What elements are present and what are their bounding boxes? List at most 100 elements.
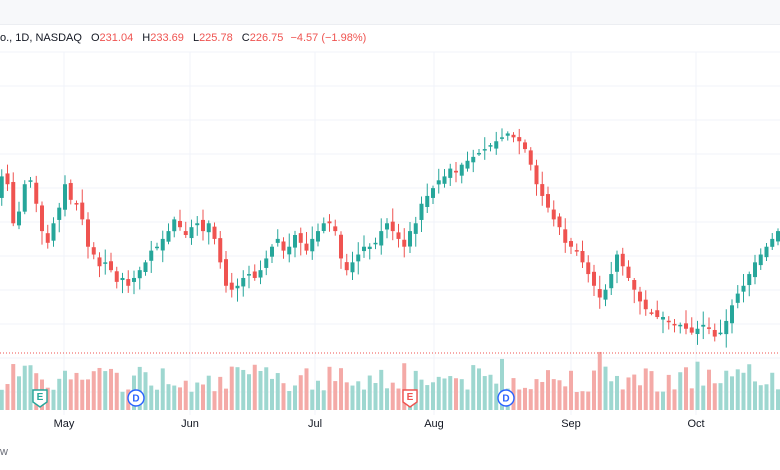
volume-bar-51 (287, 391, 292, 410)
candle-body-130 (741, 285, 746, 292)
volume-bar-45 (252, 364, 257, 410)
earnings-marker-label-2: E (407, 392, 414, 403)
volume-bar-88 (500, 358, 504, 410)
volume-bar-55 (310, 389, 315, 410)
volume-bar-106 (603, 366, 608, 410)
x-tick-label-aug: Aug (424, 418, 444, 430)
symbol-info[interactable]: o., 1D, NASDAQ (0, 32, 82, 44)
change-value: −4.57 (−1.98%) (290, 32, 367, 44)
volume-bar-32 (178, 387, 182, 410)
volume-bar-134 (764, 384, 769, 410)
candle-body-79 (448, 168, 453, 178)
candlestick-chart[interactable]: E D E D May Jun Jul Aug Sep Oct (0, 0, 780, 440)
candle-body-95 (540, 184, 545, 196)
candle-body-75 (425, 195, 430, 207)
candle-body-74 (419, 203, 424, 220)
candle-body-122 (695, 328, 700, 335)
candle-body-37 (206, 223, 211, 233)
candle-body-16 (86, 219, 90, 247)
volume-bar-107 (609, 381, 614, 410)
volume-bar-68 (385, 388, 389, 410)
volume-bar-85 (482, 376, 487, 410)
candle-body-39 (218, 238, 223, 263)
volume-bar-63 (356, 381, 361, 410)
volume-bar-124 (707, 369, 711, 410)
volume-bar-133 (758, 385, 763, 410)
volume-bar-91 (517, 389, 522, 410)
volume-bar-58 (327, 366, 332, 410)
volume-bar-65 (367, 375, 372, 410)
volume-bar-22 (120, 391, 125, 410)
candle-body-124 (707, 327, 711, 329)
candle-body-84 (477, 152, 481, 155)
volume-bar-129 (735, 369, 740, 410)
candle-body-68 (385, 223, 389, 230)
candle-body-90 (511, 134, 516, 138)
candle-body-31 (172, 219, 177, 232)
candle-body-17 (91, 247, 96, 255)
candle-body-135 (770, 238, 775, 247)
candle-body-26 (143, 262, 148, 272)
volume-bar-16 (86, 379, 90, 410)
candle-body-30 (166, 231, 171, 242)
candle-body-47 (264, 258, 269, 268)
candle-body-46 (258, 270, 263, 278)
dividend-marker-label-1: D (132, 394, 139, 405)
candle-body-15 (80, 202, 85, 220)
volume-bar-84 (477, 368, 481, 410)
candle-body-91 (517, 137, 522, 142)
candle-body-56 (316, 231, 320, 242)
candle-body-29 (160, 238, 165, 251)
candle-body-49 (275, 238, 280, 243)
footer-link[interactable]: w (0, 446, 8, 458)
volume-bar-136 (776, 389, 780, 410)
candle-body-5 (22, 184, 27, 212)
volume-bar-77 (436, 376, 441, 410)
candle-body-116 (661, 317, 665, 320)
candle-body-132 (753, 262, 757, 278)
candle-body-34 (189, 227, 194, 239)
volume-bar-3 (11, 364, 16, 410)
volume-bar-42 (235, 367, 240, 410)
candle-body-44 (247, 274, 251, 276)
volume-bar-78 (442, 378, 447, 410)
volume-bar-38 (212, 391, 217, 410)
low-label: L (192, 32, 200, 44)
candle-body-71 (402, 239, 407, 247)
volume-bar-75 (425, 385, 430, 410)
volume-bar-74 (419, 379, 424, 410)
volume-bar-120 (684, 367, 688, 410)
candle-body-106 (603, 289, 608, 300)
volume-bar-130 (741, 372, 746, 410)
candle-body-38 (212, 226, 217, 239)
x-tick-label-jul: Jul (308, 418, 322, 430)
volume-bar-126 (718, 383, 723, 410)
volume-bar-35 (195, 382, 200, 410)
open-label: O (90, 32, 100, 44)
volume-bar-87 (494, 383, 499, 410)
candle-body-128 (730, 305, 734, 324)
volume-bar-102 (580, 391, 585, 410)
volume-bar-25 (137, 366, 142, 410)
volume-bar-49 (275, 373, 280, 410)
candle-body-134 (764, 246, 769, 258)
volume-bar-114 (649, 371, 654, 410)
volume-bar-82 (465, 389, 470, 410)
x-tick-label-jun: Jun (181, 418, 199, 430)
candle-body-131 (747, 274, 752, 286)
volume-bar-110 (626, 377, 631, 410)
candle-body-121 (689, 327, 694, 333)
candle-body-54 (304, 243, 309, 251)
volume-bar-5 (22, 365, 27, 410)
dividend-marker-label-3: D (502, 394, 509, 405)
candle-body-125 (712, 329, 717, 337)
candle-body-28 (155, 246, 159, 249)
volume-bar-92 (523, 387, 527, 410)
volume-bar-131 (747, 364, 752, 410)
candle-body-67 (379, 231, 384, 246)
volume-bar-128 (730, 376, 734, 410)
candle-body-83 (471, 156, 476, 163)
volume-bar-119 (678, 372, 683, 410)
candle-body-45 (252, 271, 257, 278)
dividend-marker-1 (127, 389, 145, 407)
